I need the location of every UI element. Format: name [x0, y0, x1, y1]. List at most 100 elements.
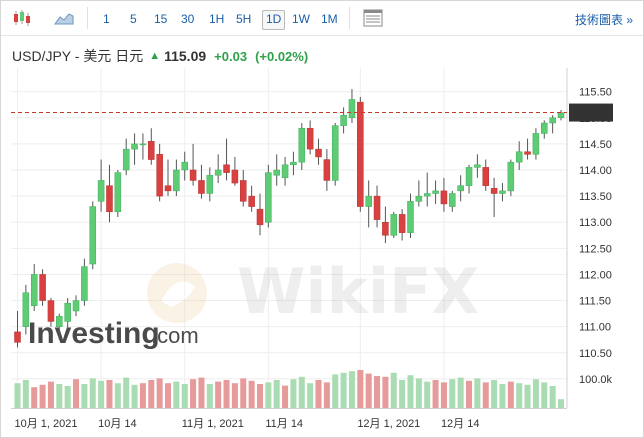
candle-body [273, 169, 280, 176]
candle-body [47, 300, 55, 322]
candle-body [14, 331, 21, 343]
candle [281, 156, 289, 186]
price-tick-label: 115.50 [579, 87, 612, 99]
volume-bar [549, 386, 556, 408]
candle-body [541, 122, 548, 134]
volume-bar [231, 383, 238, 408]
current-price-label: 115.10 [574, 108, 607, 120]
price-tick-label: 113.50 [579, 191, 612, 203]
volume-bar [491, 380, 498, 408]
candle [382, 206, 389, 244]
candle-body [315, 148, 322, 158]
candle-body [290, 161, 297, 166]
instrument-name: USD/JPY - 美元 日元 [12, 48, 144, 64]
price-tick-label: 112.00 [579, 269, 612, 281]
volume-bar [156, 378, 163, 408]
candle-body [148, 141, 155, 160]
volume-bar [39, 384, 46, 408]
candle-body [415, 195, 423, 202]
timeframe-1h[interactable]: 1H [209, 12, 225, 26]
volume-bar [265, 382, 272, 408]
candle-body [281, 164, 289, 179]
toolbar-separator [87, 7, 88, 29]
candle-body [30, 274, 38, 307]
volume-bar [181, 384, 188, 408]
volume-bar [98, 380, 105, 408]
volume-bar [340, 372, 347, 408]
volume-bar [449, 379, 456, 408]
candlestick-type-icon[interactable] [11, 8, 33, 28]
candle-body [524, 151, 531, 155]
timeframe-30m[interactable]: 30 [181, 12, 195, 26]
candle [206, 167, 214, 202]
candle-body [323, 159, 331, 181]
candle-body [248, 195, 255, 207]
volume-bar [56, 384, 63, 408]
timeframe-5h[interactable]: 5H [236, 12, 252, 26]
price-change: +0.03 [214, 48, 248, 64]
date-axis: 10月 1, 2021 10月 14 11月 1, 2021 11月 14 12月 1,… [15, 418, 480, 430]
candle-body [340, 114, 347, 126]
volume-bar [466, 380, 473, 408]
candle-body [198, 180, 205, 194]
candle [490, 177, 498, 217]
timeframe-1w[interactable]: 1W [292, 12, 310, 26]
chart-toolbar: 1 5 15 30 1H 5H 1D 1W 1M 技術圖表 » [1, 1, 643, 36]
candle [47, 297, 55, 327]
candle [457, 175, 464, 202]
volume-bar [424, 381, 431, 408]
area-chart-icon[interactable] [53, 8, 75, 28]
candle [541, 120, 548, 139]
candle-body [97, 180, 105, 202]
investing-dotcom-text: .com [151, 323, 199, 348]
candle [114, 170, 122, 217]
candle-body [231, 169, 239, 184]
watermarks: WikiFX Investing .com [28, 255, 479, 350]
date-tick-label: 10月 14 [98, 418, 137, 430]
candle [398, 209, 406, 241]
candle-body [39, 274, 46, 301]
volume-bar [22, 380, 29, 408]
timeframe-1d[interactable]: 1D [262, 10, 286, 30]
candle-body [156, 154, 163, 197]
table-view-icon[interactable] [362, 8, 384, 28]
candle-body [206, 174, 214, 194]
volume-bar [114, 383, 121, 408]
candle-body [173, 169, 180, 192]
volume-bar [198, 377, 205, 408]
candle-body [223, 164, 230, 173]
candle-body [532, 133, 540, 155]
volume-bar [532, 379, 539, 408]
timeframe-1mo[interactable]: 1M [321, 12, 338, 26]
candle-body [390, 214, 398, 236]
timeframe-5m[interactable]: 5 [130, 12, 137, 26]
candle [507, 159, 515, 197]
current-price-marker: 115.10 [11, 103, 613, 122]
candle [189, 143, 197, 186]
volume-bar [315, 380, 322, 408]
volume-bar [106, 380, 113, 408]
candle [373, 185, 381, 228]
candle-body [474, 164, 481, 168]
timeframe-1m[interactable]: 1 [103, 12, 110, 26]
candle [474, 154, 481, 178]
candle [156, 143, 163, 202]
volume-bars [14, 370, 565, 408]
candle-body [382, 221, 389, 236]
volume-bar [173, 381, 180, 408]
candle [298, 123, 306, 170]
volume-bar [507, 381, 514, 408]
tech-chart-link[interactable]: 技術圖表 » [575, 11, 633, 28]
candle-body [557, 112, 565, 119]
candle [265, 164, 272, 228]
volume-tick-label: 100.0k [579, 374, 613, 386]
candle-body [398, 214, 406, 233]
investing-text: Investing [28, 317, 160, 350]
toolbar-separator [349, 7, 350, 29]
last-price: 115.09 [164, 48, 207, 64]
timeframe-15m[interactable]: 15 [154, 12, 168, 26]
volume-bar [332, 374, 339, 408]
candle [465, 164, 473, 194]
candle [390, 211, 398, 238]
